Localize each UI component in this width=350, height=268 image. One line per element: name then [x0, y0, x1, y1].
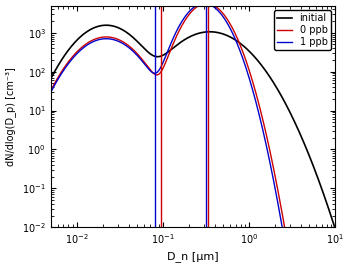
initial: [325, 203, 329, 206]
1 ppb: [273, 186, 277, 189]
initial: [325, 203, 329, 206]
initial: [63, 53, 67, 56]
Line: 0 ppb: 0 ppb: [51, 3, 335, 268]
Y-axis label: dN/dlog(D_p) [cm⁻³]: dN/dlog(D_p) [cm⁻³]: [6, 67, 16, 166]
0 ppb: [204, 2, 209, 5]
Line: 1 ppb: 1 ppb: [51, 3, 335, 268]
0 ppb: [273, 174, 277, 177]
Line: initial: initial: [51, 25, 335, 229]
1 ppb: [202, 2, 206, 5]
1 ppb: [63, 66, 67, 70]
initial: [104, 24, 108, 27]
0 ppb: [49, 89, 53, 92]
initial: [49, 77, 53, 80]
X-axis label: D_n [μm]: D_n [μm]: [167, 252, 219, 262]
initial: [333, 228, 337, 231]
initial: [180, 40, 184, 43]
1 ppb: [49, 91, 53, 94]
0 ppb: [63, 65, 67, 68]
Legend: initial, 0 ppb, 1 ppb: initial, 0 ppb, 1 ppb: [274, 10, 330, 50]
0 ppb: [187, 13, 191, 16]
initial: [187, 35, 191, 39]
0 ppb: [180, 24, 184, 28]
1 ppb: [187, 10, 191, 13]
1 ppb: [180, 20, 184, 24]
initial: [273, 83, 277, 87]
